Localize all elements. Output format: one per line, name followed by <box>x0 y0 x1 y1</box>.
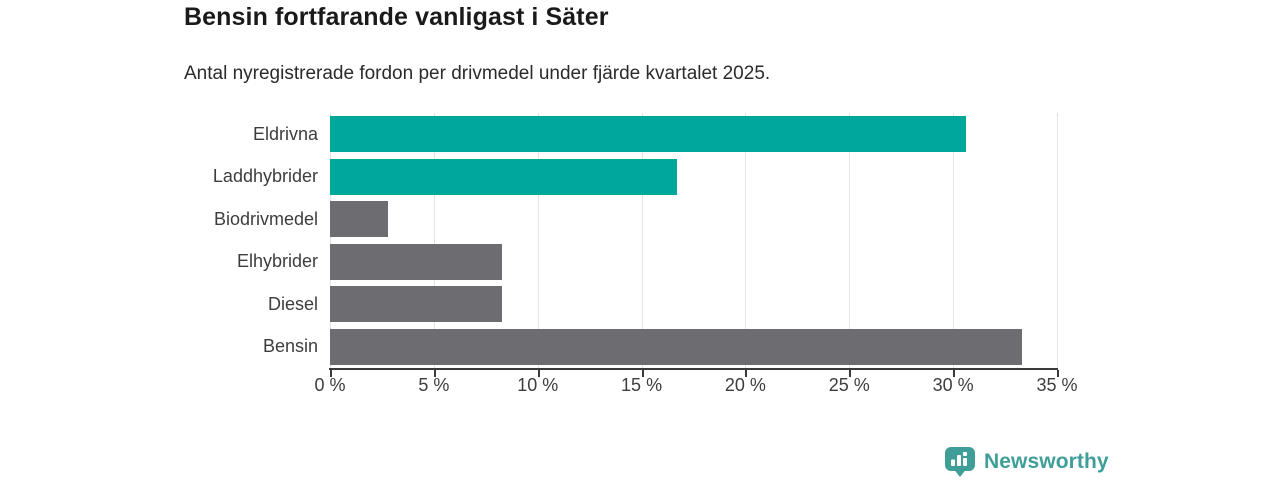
newsworthy-pin-barchart-icon <box>944 446 976 478</box>
gridline <box>1057 113 1058 368</box>
x-axis-tick <box>641 370 644 377</box>
brand-footer: Newsworthy <box>944 446 1109 478</box>
chart-title: Bensin fortfarande vanligast i Säter <box>184 3 609 31</box>
gridline <box>537 113 539 368</box>
x-axis-tick <box>849 370 852 377</box>
x-axis-tick <box>953 370 956 377</box>
x-axis-tick <box>745 370 748 377</box>
brand-name: Newsworthy <box>984 450 1109 473</box>
x-axis-tick-label: 0 % <box>314 375 346 395</box>
x-axis-tick-label: 10 % <box>517 375 559 395</box>
gridline <box>433 113 435 368</box>
category-label: Diesel <box>267 293 318 314</box>
x-axis-tick-label: 15 % <box>621 375 663 395</box>
category-label: Biodrivmedel <box>213 208 318 229</box>
x-axis-tick-label: 20 % <box>724 375 766 395</box>
category-label: Laddhybrider <box>212 166 318 187</box>
bar-diesel <box>330 286 503 323</box>
bar-eldrivna <box>330 116 966 153</box>
x-axis-tick-label: 35 % <box>1036 375 1078 395</box>
x-axis-tick-label: 5 % <box>418 375 450 395</box>
x-axis-line <box>329 368 1058 370</box>
bar-elhybrider <box>330 243 503 280</box>
chart-subtitle: Antal nyregistrerade fordon per drivmede… <box>184 63 771 84</box>
x-axis-tick-label: 25 % <box>828 375 870 395</box>
gridline <box>745 113 747 368</box>
bar-biodrivmedel <box>330 201 389 238</box>
x-axis-tick <box>537 370 540 377</box>
plot-area <box>330 113 1058 368</box>
x-axis-tick-label: 30 % <box>932 375 974 395</box>
bar-laddhybrider <box>330 158 677 195</box>
gridline <box>849 113 851 368</box>
category-label: Elhybrider <box>236 251 318 272</box>
category-label: Bensin <box>262 336 318 357</box>
gridline <box>953 113 955 368</box>
gridline <box>641 113 643 368</box>
x-axis-tick <box>330 370 332 377</box>
gridline <box>330 113 331 368</box>
x-axis-tick <box>1057 370 1059 377</box>
x-axis-tick <box>433 370 436 377</box>
bar-bensin <box>330 328 1022 365</box>
bar-chart: Eldrivna Laddhybrider Biodrivmedel Elhybrid… <box>0 113 1100 403</box>
category-label: Eldrivna <box>252 123 318 144</box>
